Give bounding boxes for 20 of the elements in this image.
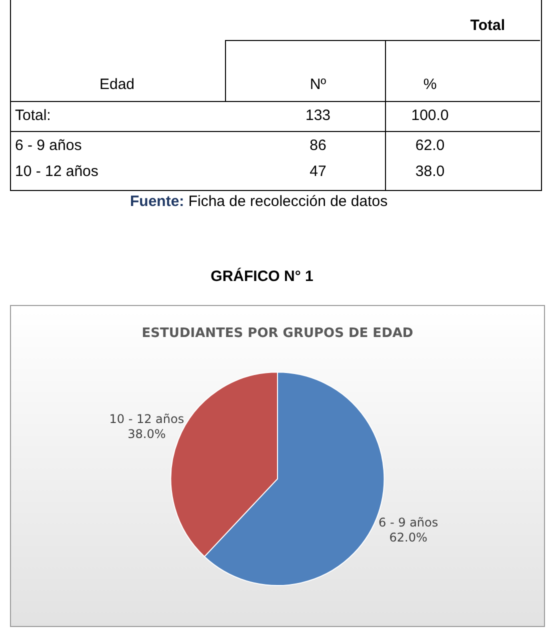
slice-label: 6 - 9 años xyxy=(378,516,438,530)
slice-label: 10 - 12 años xyxy=(109,412,184,426)
text: 10 - 12 años xyxy=(15,163,98,180)
data-label: 38.0% xyxy=(128,427,166,442)
text: 86 xyxy=(310,137,326,154)
text: 38.0 xyxy=(415,163,445,180)
text: 6 - 9 años xyxy=(15,137,82,154)
text: % xyxy=(423,76,437,93)
text: 47 xyxy=(310,163,326,180)
chart-title: ESTUDIANTES POR GRUPOS DE EDAD xyxy=(142,326,414,342)
text: GRÁFICO N° 1 xyxy=(210,268,314,285)
text: Total xyxy=(470,17,505,34)
data-label: 62.0% xyxy=(389,530,428,545)
text: Total: xyxy=(15,107,51,124)
text: 100.0 xyxy=(411,107,449,124)
source-note: Fuente: Ficha de recolección de datos xyxy=(130,193,388,210)
text: 133 xyxy=(305,107,331,124)
text: 62.0 xyxy=(415,137,445,154)
text: Edad xyxy=(99,76,135,93)
text: Nº xyxy=(310,76,326,93)
